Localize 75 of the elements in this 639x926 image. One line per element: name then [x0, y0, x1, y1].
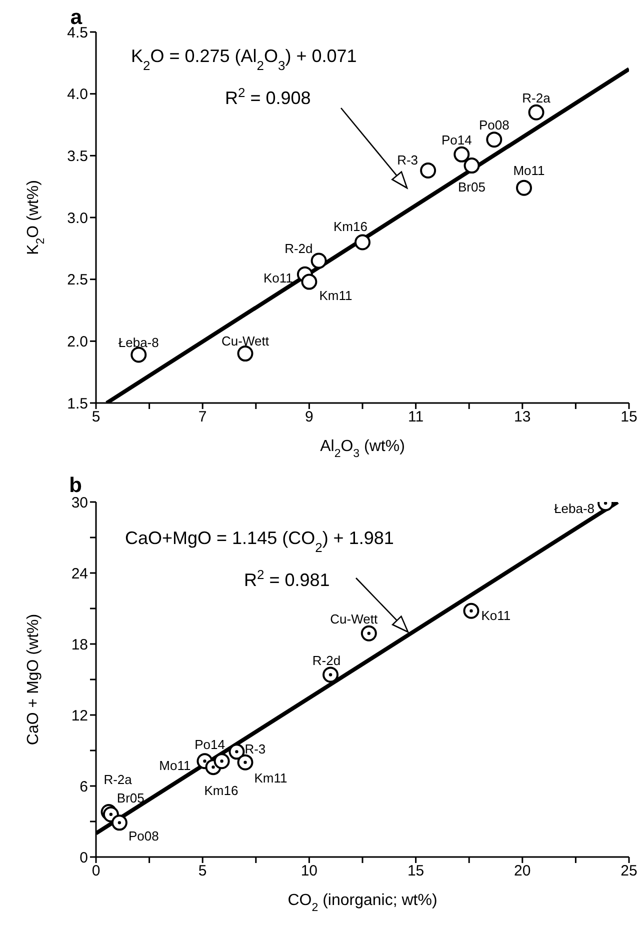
annotation: R$^{2}$ = 0.981 [244, 566, 330, 590]
y-tick-label: 30 [71, 494, 88, 512]
point [111, 814, 128, 831]
point [130, 346, 147, 363]
y-tick-label: 4.0 [67, 86, 88, 104]
y-tick-label: 3.0 [67, 210, 88, 227]
annotation: CaO+MgO = 1.145 (CO$_{2}$) + 1.981 [125, 528, 394, 554]
x-tick-label: 13 [514, 408, 531, 426]
point [454, 146, 470, 162]
annotation: Po14 [441, 132, 472, 148]
x-tick-label: 11 [408, 408, 424, 426]
x-tick-label: 20 [514, 862, 531, 880]
point [463, 602, 480, 619]
point [486, 132, 502, 148]
annotation: R$^{2}$ = 0.908 [225, 84, 311, 108]
y-tick-label: 3.5 [67, 148, 88, 165]
y-tick-label: 1.5 [67, 395, 88, 412]
y-tick-label: 24 [71, 565, 88, 582]
chart-title: b [69, 474, 82, 497]
y-tick-label: 2.5 [67, 272, 88, 289]
x-tick-label: 5 [92, 408, 100, 426]
annotation: Km11 [254, 770, 288, 786]
annotation: K$_{2}$O = 0.275 (Al$_{2}$O$_{3}$) + 0.071 [131, 46, 357, 72]
y-tick-label: 4.5 [67, 24, 88, 42]
annotation: R-2a [522, 90, 552, 106]
annotation: R-3 [397, 152, 418, 168]
point [420, 162, 436, 179]
x-tick-label: 15 [620, 408, 638, 426]
y-tick-label: 12 [71, 707, 88, 724]
point [237, 346, 254, 362]
annotation: Mo11 [159, 758, 191, 774]
point [322, 666, 339, 683]
annotation: R-2d [312, 652, 341, 668]
point [464, 158, 480, 174]
x-axis-title: CO$_{2}$ (inorganic; wt%) [288, 892, 438, 914]
point [528, 104, 544, 120]
point [516, 180, 532, 196]
x-tick-label: 0 [92, 862, 100, 880]
annotation: R-2a [104, 772, 133, 788]
x-axis-title: Al$_{2}$O$_{3}$ (wt%) [320, 438, 405, 460]
point [228, 744, 245, 760]
annotation: Km11 [319, 288, 352, 303]
x-tick-label: 7 [198, 408, 207, 426]
x-tick-label: 9 [305, 408, 314, 426]
annotation: Br05 [116, 790, 144, 806]
annotation: Łeba-8 [554, 501, 595, 516]
point [310, 252, 327, 269]
annotation: R-2d [284, 240, 313, 256]
x-tick-label: 25 [620, 862, 638, 880]
point [354, 234, 370, 250]
annotation: Km16 [334, 219, 368, 234]
y-axis-title: CaO + MgO (wt%) [25, 614, 42, 746]
annotation: Br05 [458, 180, 486, 195]
annotation: Po08 [478, 118, 510, 133]
annotation: Ko11 [481, 608, 511, 623]
annotation: Km16 [204, 783, 238, 798]
point [214, 753, 230, 770]
annotation: Ko11 [264, 270, 293, 286]
annotation: Mo11 [513, 162, 545, 178]
y-tick-label: 6 [80, 778, 88, 796]
annotation: R-3 [244, 742, 266, 757]
point [237, 754, 254, 770]
point [360, 625, 377, 642]
annotation: Cu-Wett [330, 611, 378, 626]
x-tick-label: 10 [300, 862, 318, 880]
y-tick-label: 18 [71, 636, 88, 654]
x-tick-label: 5 [198, 862, 207, 880]
annotation: Łeba-8 [118, 334, 159, 350]
x-tick-label: 15 [407, 862, 424, 880]
y-tick-label: 0 [80, 849, 88, 866]
annotation: Cu-Wett [222, 334, 270, 349]
point [301, 274, 318, 290]
annotation: Po14 [194, 737, 225, 752]
annotation: Po08 [128, 828, 159, 844]
y-tick-label: 2.0 [67, 333, 88, 350]
